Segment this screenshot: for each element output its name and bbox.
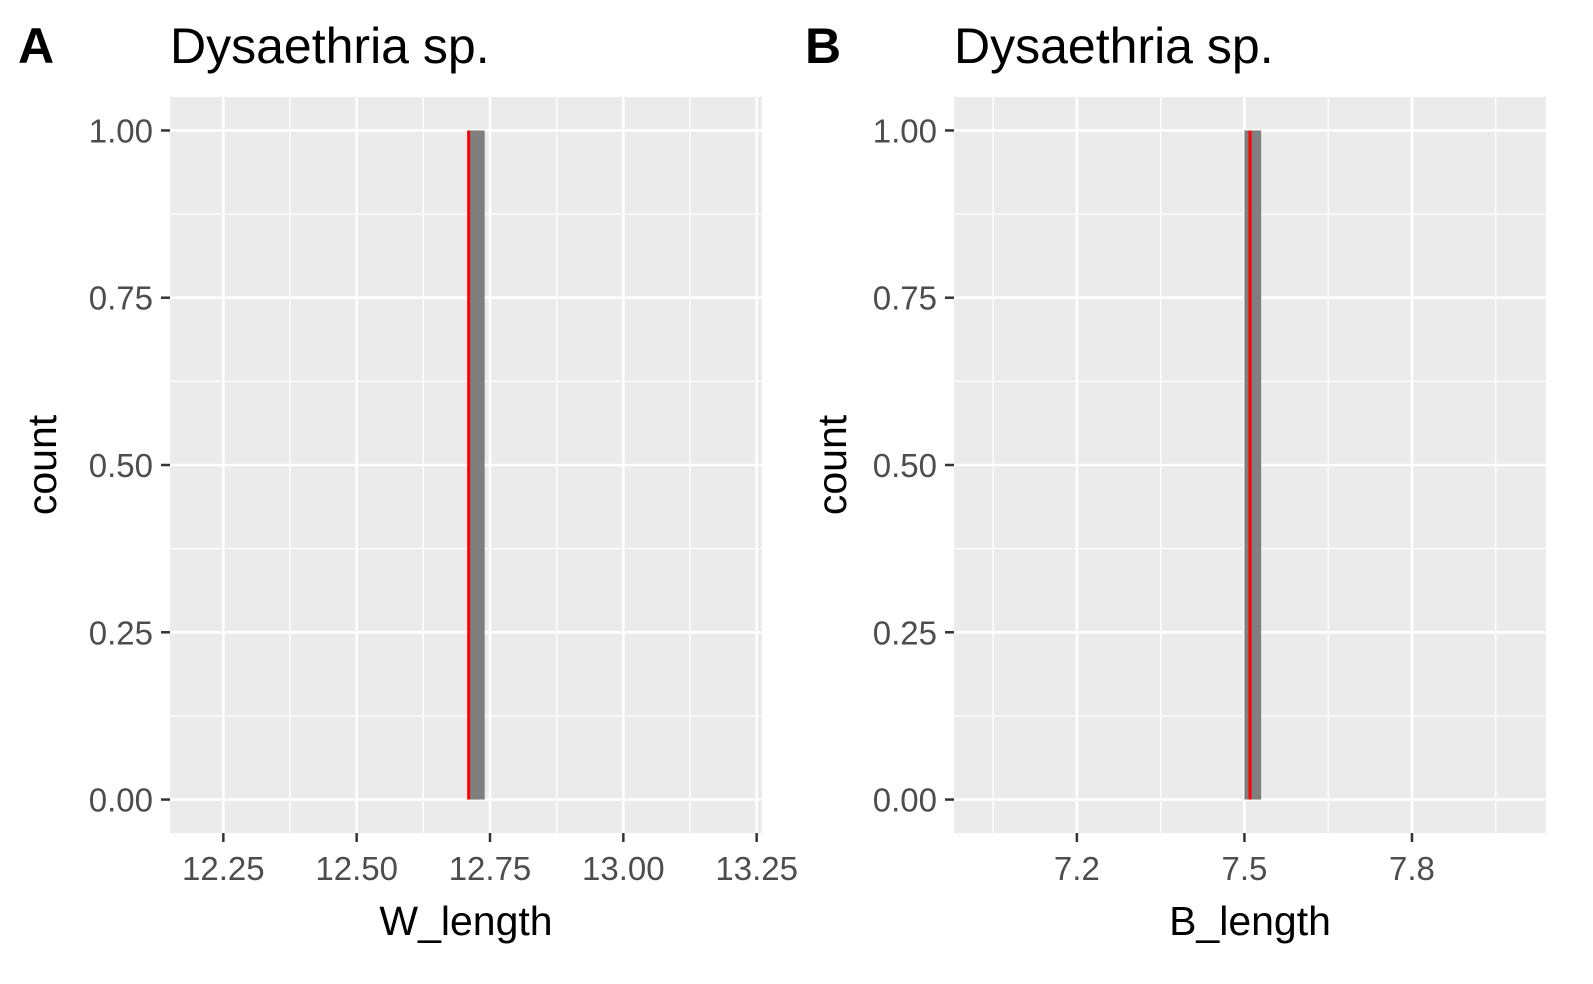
x-tick-label-a: 12.50	[315, 850, 398, 887]
y-tick-label-a: 0.75	[89, 280, 153, 317]
y-tick-label-b: 0.00	[873, 782, 937, 819]
panel-title-b: Dysaethria sp.	[954, 18, 1274, 74]
histogram-bar-a-0	[468, 130, 485, 800]
y-tick-label-a: 0.50	[89, 447, 153, 484]
chart-svg-a: A Dysaethria sp. 0.00 0.25 0.50 0.75 1.00 12.…	[18, 18, 798, 944]
x-tick-label-b: 7.2	[1054, 850, 1100, 887]
panel-label-a: A	[18, 18, 54, 74]
chart-svg-b: B Dysaethria sp. 0.00 0.25 0.50 0.75 1.00 7.2…	[805, 18, 1546, 944]
x-tick-label-a: 12.75	[449, 850, 532, 887]
y-tick-label-b: 0.75	[873, 280, 937, 317]
x-tick-label-a: 13.25	[715, 850, 798, 887]
x-axis-title-a: W_length	[379, 898, 552, 944]
x-tick-label-b: 7.8	[1389, 850, 1435, 887]
y-axis-title-a: count	[19, 414, 65, 515]
x-tick-label-b: 7.5	[1221, 850, 1267, 887]
panel-title-a: Dysaethria sp.	[170, 18, 490, 74]
plot-group-a: 0.00 0.25 0.50 0.75 1.00 12.25 12.50 12.75 13.00…	[19, 97, 798, 944]
x-tick-label-a: 13.00	[582, 850, 665, 887]
chart-panel-a: A Dysaethria sp. 0.00 0.25 0.50 0.75 1.00 12.…	[0, 0, 798, 984]
y-tick-label-a: 0.00	[89, 782, 153, 819]
panel-label-b: B	[805, 18, 841, 74]
y-tick-label-b: 1.00	[873, 112, 937, 149]
y-tick-label-a: 0.25	[89, 614, 153, 651]
y-tick-label-b: 0.50	[873, 447, 937, 484]
histogram-bar-b-0	[1244, 130, 1262, 800]
plot-group-b: 0.00 0.25 0.50 0.75 1.00 7.2 7.5 7.8 B_length cou…	[809, 97, 1546, 944]
y-tick-label-b: 0.25	[873, 614, 937, 651]
x-tick-label-a: 12.25	[182, 850, 265, 887]
chart-panel-b: B Dysaethria sp. 0.00 0.25 0.50 0.75 1.00 7.2…	[790, 0, 1580, 984]
y-axis-title-b: count	[809, 414, 855, 515]
y-tick-label-a: 1.00	[89, 112, 153, 149]
x-axis-title-b: B_length	[1169, 898, 1331, 944]
